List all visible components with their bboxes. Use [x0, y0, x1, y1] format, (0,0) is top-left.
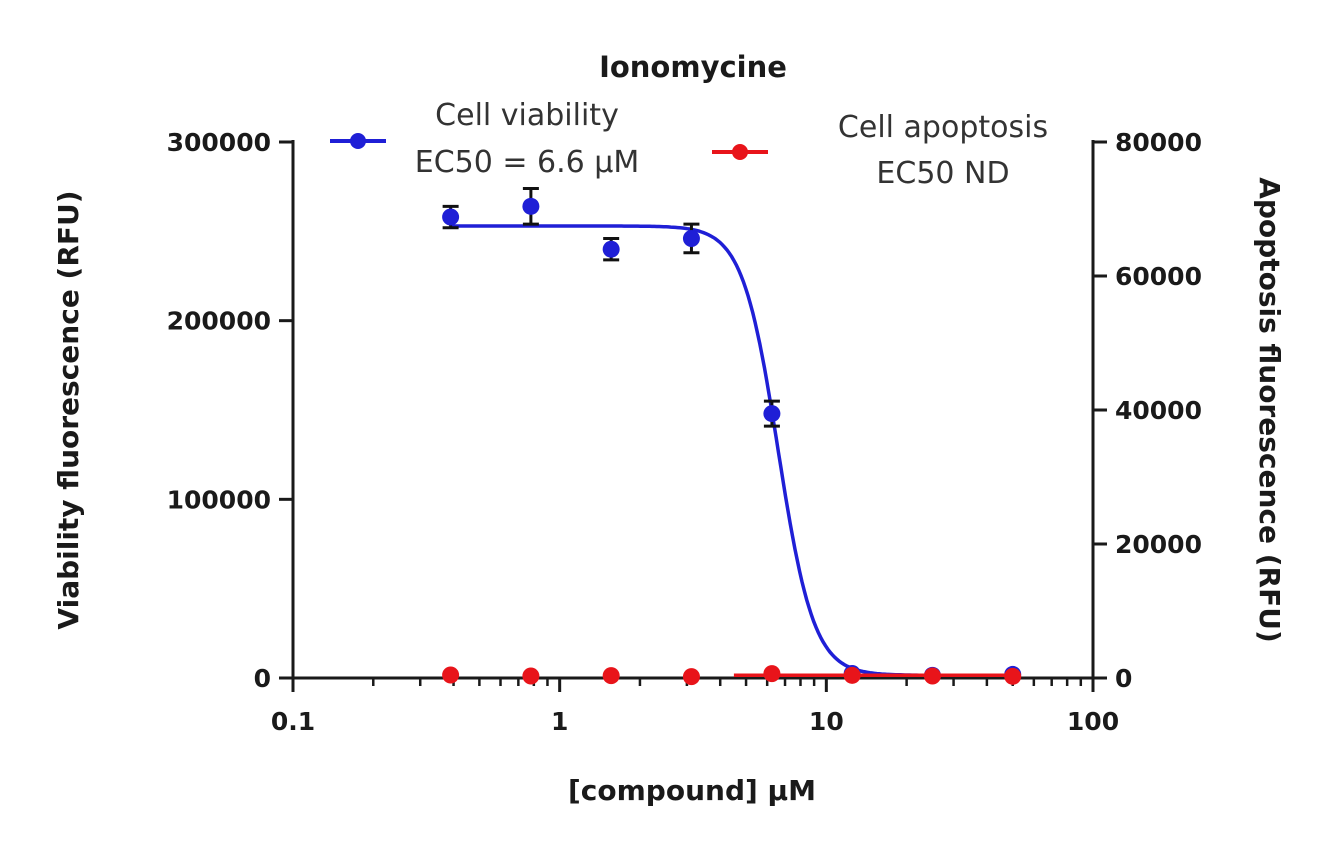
- data-point-viability: [442, 208, 460, 226]
- data-point-apoptosis: [1004, 667, 1022, 685]
- y-tick-label: 300000: [167, 128, 271, 157]
- axes: 0 100000 200000 300000 0 20000 40000 60000 80000…: [167, 128, 1202, 736]
- legend: Cell viability EC50 = 6.6 µM Cell apopto…: [330, 98, 1048, 191]
- legend-item-viability: Cell viability EC50 = 6.6 µM: [330, 98, 639, 180]
- data-point-apoptosis: [442, 666, 460, 684]
- y2-tick-label: 40000: [1115, 396, 1202, 425]
- plot-area: [442, 186, 1022, 686]
- data-point-apoptosis: [522, 667, 540, 685]
- x-tick-label: 0.1: [271, 707, 315, 736]
- y2-tick-label: 80000: [1115, 128, 1202, 157]
- legend-swatch-marker-apoptosis: [732, 144, 748, 160]
- y2-tick-label: 20000: [1115, 530, 1202, 559]
- y-tick-label: 200000: [167, 307, 271, 336]
- x-tick-label: 1: [551, 707, 568, 736]
- x-axis-title: [compound] µM: [568, 774, 816, 807]
- legend-annotation-viability: EC50 = 6.6 µM: [415, 145, 640, 180]
- data-point-viability: [522, 197, 540, 215]
- data-point-apoptosis: [843, 666, 861, 684]
- x-tick-label: 100: [1067, 707, 1119, 736]
- legend-label-apoptosis: Cell apoptosis: [838, 110, 1048, 145]
- chart-title: Ionomycine: [599, 50, 787, 84]
- data-point-apoptosis: [923, 667, 941, 685]
- legend-label-viability: Cell viability: [435, 98, 619, 133]
- legend-swatch-marker-viability: [350, 133, 366, 149]
- y-tick-label: 100000: [167, 485, 271, 514]
- data-point-viability: [682, 229, 700, 247]
- y2-axis-title: Apoptosis fluorescence (RFU): [1253, 177, 1286, 643]
- y-axis-title: Viability fluorescence (RFU): [52, 190, 85, 629]
- legend-item-apoptosis: Cell apoptosis EC50 ND: [712, 110, 1048, 191]
- data-point-apoptosis: [763, 665, 781, 683]
- y-tick-label: 0: [254, 664, 271, 693]
- data-point-viability: [602, 240, 620, 258]
- data-point-apoptosis: [682, 668, 700, 686]
- y2-tick-label: 60000: [1115, 262, 1202, 291]
- fit-curve-viability: [450, 224, 1013, 678]
- y2-tick-label: 0: [1115, 664, 1132, 693]
- x-tick-label: 10: [809, 707, 844, 736]
- legend-annotation-apoptosis: EC50 ND: [876, 156, 1009, 191]
- data-point-viability: [763, 405, 781, 423]
- data-point-apoptosis: [602, 667, 620, 685]
